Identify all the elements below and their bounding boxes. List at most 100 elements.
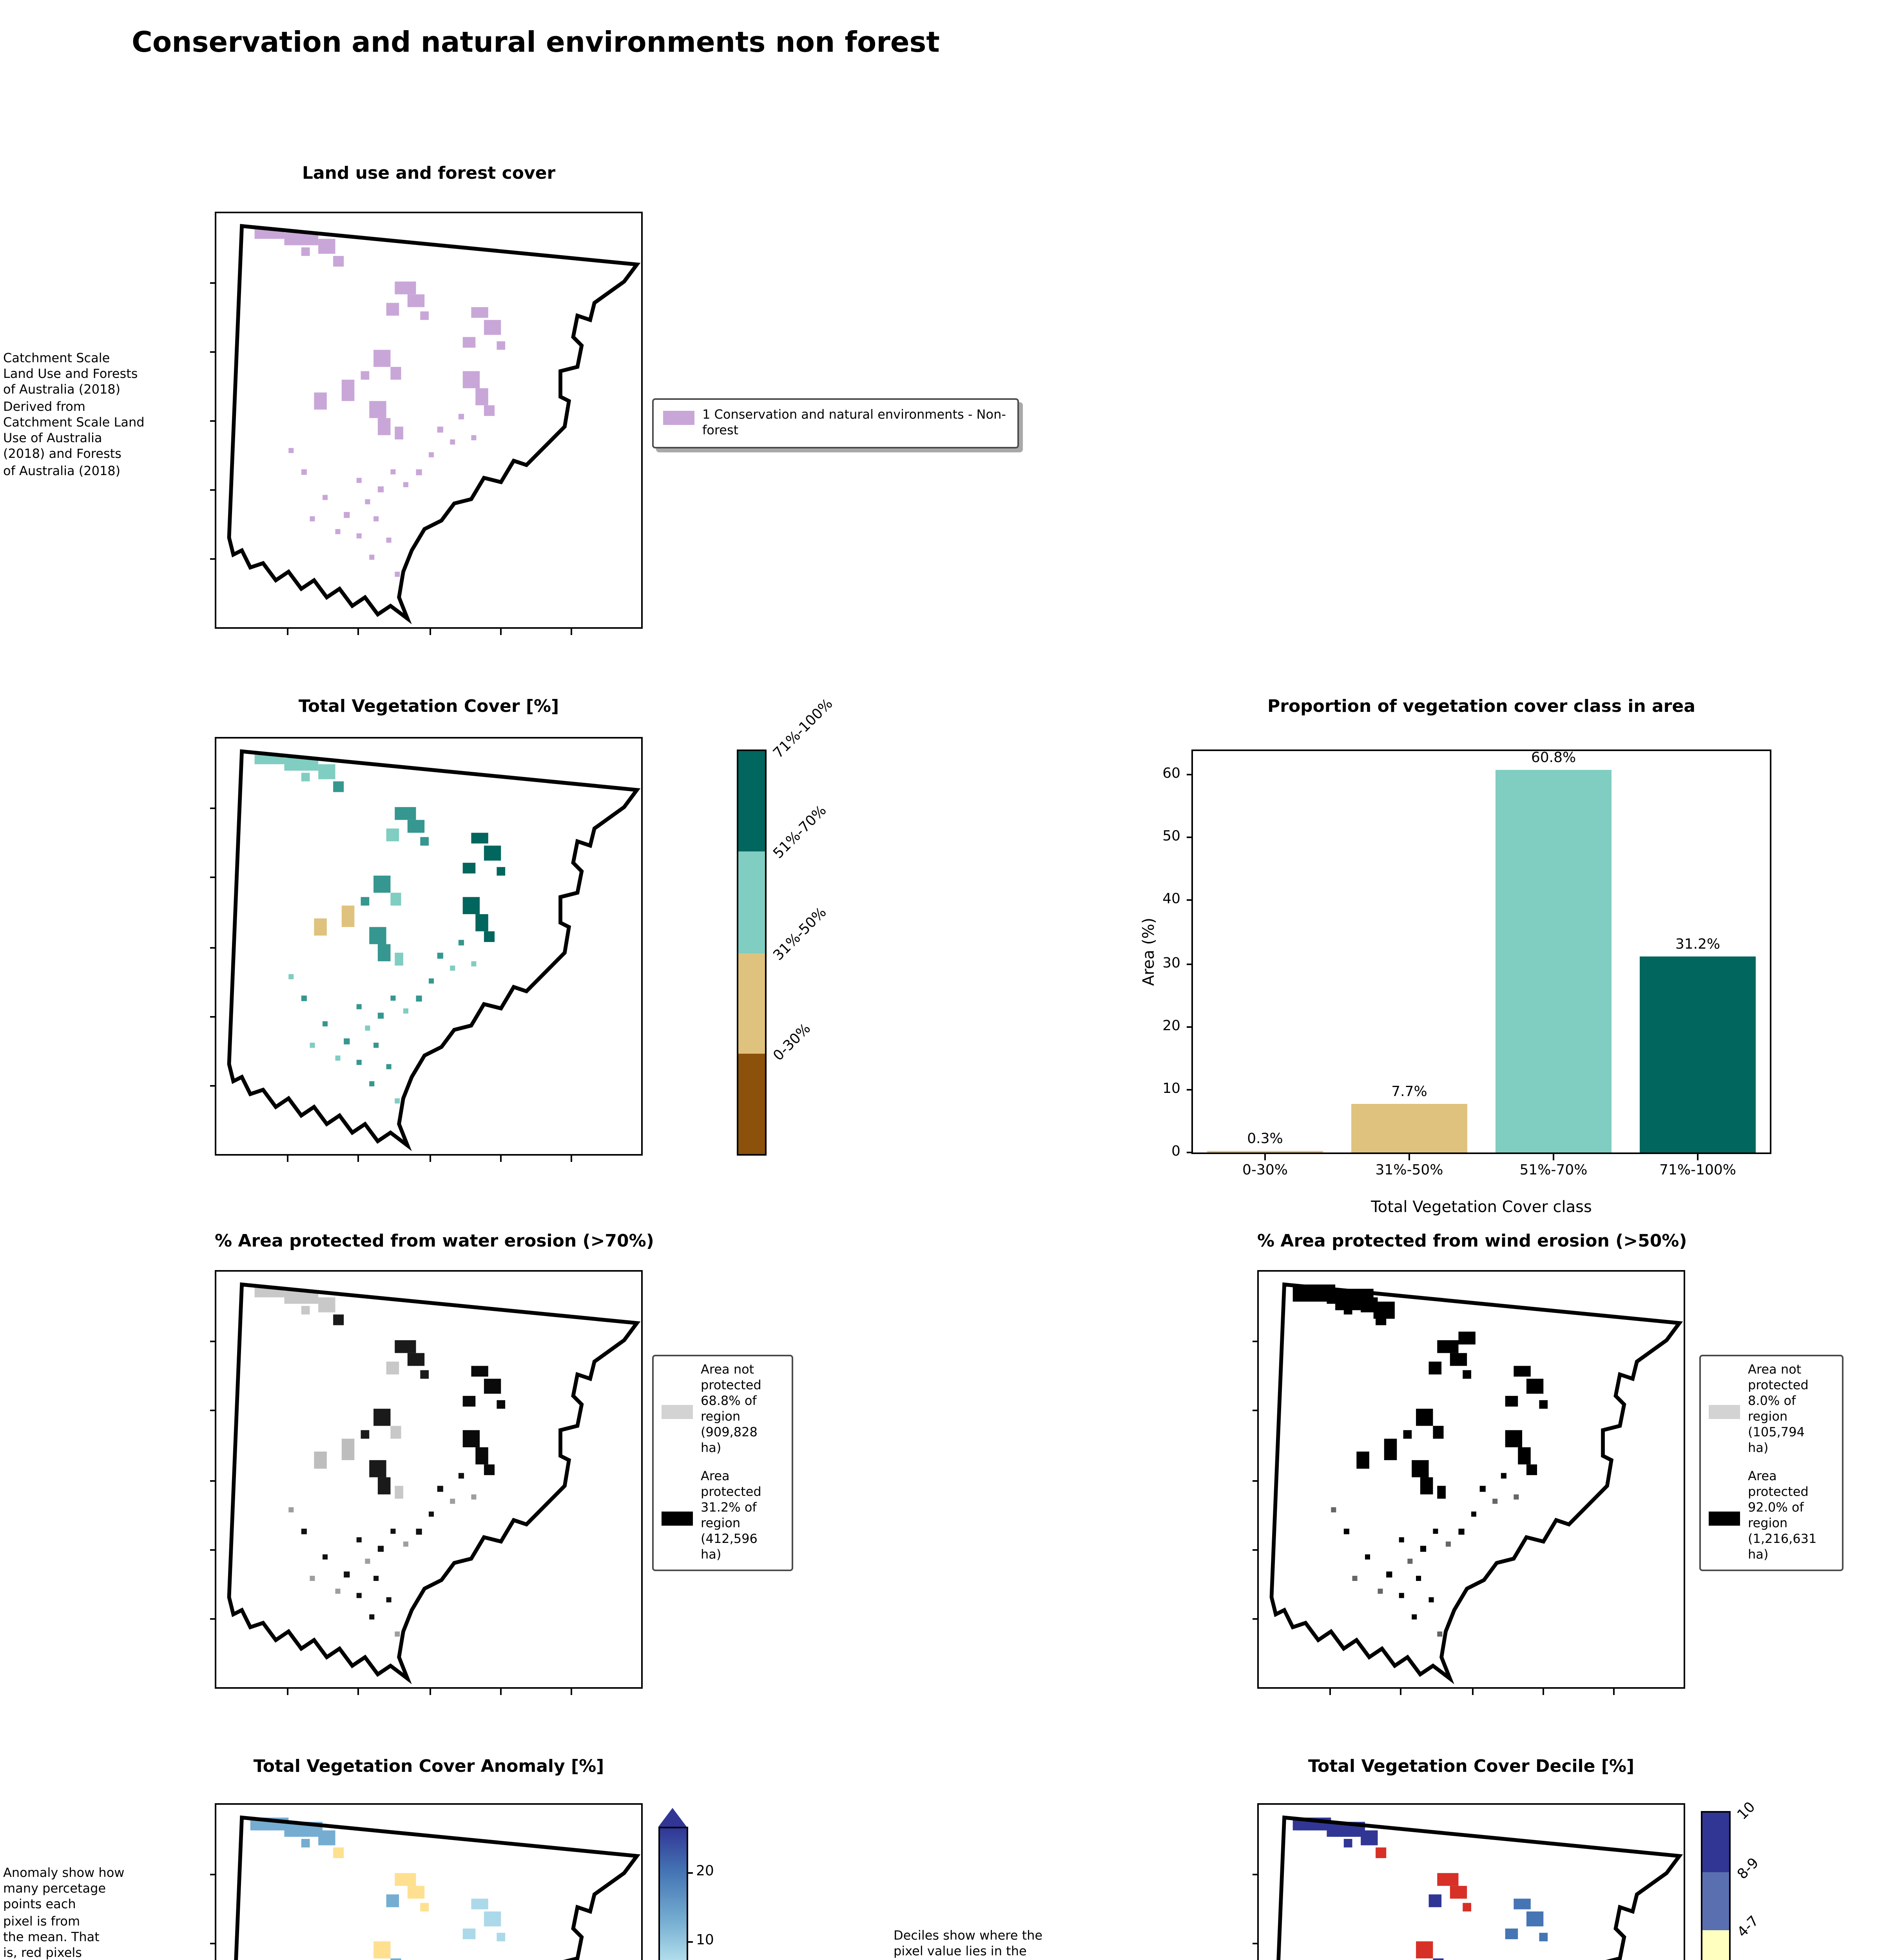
anomaly-map (209, 1803, 643, 1960)
not-protected-swatch (1709, 1404, 1740, 1418)
catchment-boundary (1276, 1815, 1683, 1960)
colorbar-label: 4-7 (1735, 1914, 1763, 1942)
axis-tick (209, 282, 215, 284)
colorbar-arrow-up-icon (658, 1808, 687, 1827)
axis-tick (429, 1156, 430, 1161)
decile-map (1252, 1803, 1685, 1960)
axis-tick (358, 1156, 360, 1161)
y-axis-tick (1186, 774, 1191, 776)
colorbar-label: 51%-70% (771, 804, 830, 863)
colorbar-segment (738, 852, 765, 953)
protected-label: Area protected 31.2% of region (412,596 … (701, 1469, 761, 1562)
anomaly-colorbar-gradient: 20100−10−20 (658, 1827, 714, 1960)
axis-tick (1329, 1689, 1331, 1694)
axis-tick (499, 629, 501, 634)
wind-erosion-map-svg (1269, 1282, 1683, 1684)
colorbar-segment (1702, 1931, 1729, 1960)
not-protected-swatch (662, 1404, 693, 1418)
veg-cover-map (209, 737, 643, 1161)
wind-erosion-legend: Area not protected 8.0% of region (105,7… (1699, 1355, 1844, 1571)
bar-value-label: 0.3% (1247, 1132, 1283, 1148)
x-axis-tick-label: 31%-50% (1375, 1163, 1443, 1179)
colorbar-segment (1702, 1813, 1729, 1872)
veg-patches (254, 753, 506, 1104)
colorbar-tick-label: 20 (696, 1864, 714, 1880)
axis-tick (1252, 1341, 1257, 1343)
axis-tick (1613, 1689, 1615, 1694)
page-title: Conservation and natural environments no… (132, 27, 940, 60)
y-axis-tick (1186, 837, 1191, 839)
axis-tick (209, 1341, 215, 1343)
colorbar-label: 0-30% (771, 1021, 815, 1065)
decile-colorbar: 108-94-72-31 (1701, 1800, 1763, 1960)
wind-erosion-map (1252, 1270, 1685, 1694)
axis-tick (499, 1156, 501, 1161)
axis-tick (209, 1015, 215, 1017)
proportion-chart-title: Proportion of vegetation cover class in … (1267, 696, 1695, 717)
x-axis-tick (1408, 1154, 1410, 1160)
bar-value-label: 7.7% (1391, 1085, 1427, 1101)
wind-erosion-panel-title: % Area protected from wind erosion (>50%… (1257, 1231, 1687, 1251)
water-erosion-map (209, 1270, 643, 1694)
y-axis-tick (1186, 1089, 1191, 1091)
bar-51%-70% (1496, 770, 1612, 1152)
x-axis-tick-label: 0-30% (1242, 1163, 1288, 1179)
bar-31%-50% (1351, 1104, 1467, 1152)
axis-tick (1252, 1618, 1257, 1620)
protected-swatch (662, 1511, 693, 1525)
axis-tick (358, 1689, 360, 1694)
colorbar-tick-label: 10 (696, 1934, 714, 1950)
anomaly-colorbar: 20100−10−20 (658, 1808, 714, 1960)
x-axis-tick (1697, 1154, 1699, 1160)
axis-tick (429, 1689, 430, 1694)
colorbar-label: 10 (1735, 1800, 1759, 1824)
y-axis-tick (1186, 900, 1191, 902)
x-axis-tick (1553, 1154, 1554, 1160)
axis-tick (209, 1410, 215, 1412)
anomaly-panel-title: Total Vegetation Cover Anomaly [%] (253, 1756, 604, 1777)
y-axis-tick (1186, 1152, 1191, 1153)
landuse-panel-title: Land use and forest cover (302, 163, 556, 183)
y-axis-tick-label: 50 (1162, 830, 1180, 846)
y-axis-tick-label: 0 (1171, 1145, 1180, 1160)
axis-tick (1252, 1479, 1257, 1481)
axis-tick (209, 877, 215, 879)
decile-panel-title: Total Vegetation Cover Decile [%] (1308, 1756, 1635, 1777)
axis-tick (499, 1689, 501, 1694)
axis-tick (209, 420, 215, 422)
x-axis-tick-label: 51%-70% (1519, 1163, 1588, 1179)
landuse-map (209, 212, 643, 634)
colorbar-tick (687, 1942, 692, 1944)
axis-tick (287, 1689, 289, 1694)
axis-tick (570, 629, 572, 634)
x-axis-tick-label: 71%-100% (1659, 1163, 1736, 1179)
veg-cover-panel-title: Total Vegetation Cover [%] (298, 696, 559, 717)
axis-tick (209, 1943, 215, 1944)
axis-tick (209, 1085, 215, 1087)
anomaly-explanation: Anomaly show how many percetage points e… (3, 1866, 125, 1960)
landuse-source-note: Catchment Scale Land Use and Forests of … (3, 351, 145, 478)
axis-tick (429, 629, 430, 634)
protected-swatch (1709, 1511, 1740, 1525)
axis-tick (570, 1689, 572, 1694)
protected-label: Area protected 92.0% of region (1,216,63… (1748, 1469, 1817, 1562)
veg-cover-map-svg (227, 749, 641, 1151)
catchment-boundary (227, 1282, 641, 1684)
axis-tick (209, 1874, 215, 1875)
bar-chart-ylabel: Area (%) (1141, 918, 1158, 986)
axis-tick (287, 629, 289, 634)
landuse-map-svg (227, 224, 641, 624)
catchment-boundary (234, 1815, 641, 1960)
y-axis-tick (1186, 1025, 1191, 1027)
axis-tick (1252, 1943, 1257, 1944)
water-erosion-legend: Area not protected 68.8% of region (909,… (652, 1355, 793, 1571)
colorbar-tick (687, 1871, 692, 1873)
y-axis-tick-label: 60 (1162, 767, 1180, 783)
axis-tick (209, 489, 215, 491)
bar-71%-100% (1640, 956, 1756, 1152)
y-axis-tick-label: 30 (1162, 956, 1180, 972)
axis-tick (287, 1156, 289, 1161)
colorbar-segment (738, 953, 765, 1053)
anomaly-map-svg (234, 1815, 641, 1960)
